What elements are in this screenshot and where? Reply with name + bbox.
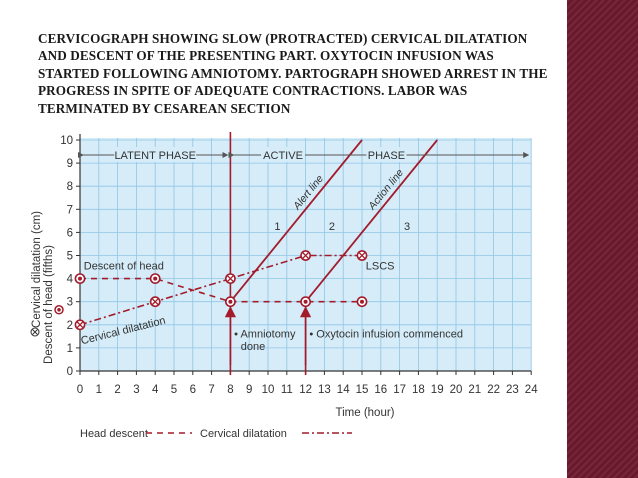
cervical-dilatation-point-cross	[151, 298, 159, 305]
head-descent-point-center	[303, 299, 308, 304]
y-tick-label: 6	[67, 227, 73, 239]
active-label: ACTIVE	[263, 150, 303, 162]
alert-line	[229, 139, 363, 303]
descent-of-head-label: Descent of head	[84, 260, 164, 272]
amniotomy-label-2: done	[241, 341, 265, 353]
y-axis-label-inner: Cervical dilatation (cm)	[31, 211, 43, 328]
x-tick-label: 1	[96, 384, 102, 396]
x-tick-label: 6	[190, 384, 196, 396]
x-tick-label: 3	[133, 384, 139, 396]
x-tick-label: 17	[393, 384, 406, 396]
x-tick-label: 24	[525, 384, 538, 396]
action-line	[304, 139, 438, 303]
x-tick-label: 15	[356, 384, 369, 396]
y-tick-label: 10	[60, 135, 73, 147]
x-tick-label: 13	[318, 384, 331, 396]
slide-title: CERVICOGRAPH SHOWING SLOW (PROTRACTED) C…	[38, 31, 548, 116]
y-tick-label: 2	[67, 320, 73, 332]
head-descent-point-center	[153, 276, 158, 281]
phase-label-bg	[366, 147, 407, 162]
x-tick-label: 20	[450, 384, 463, 396]
y-tick-label: 1	[67, 343, 73, 355]
legend-label-cervical-dilatation: Cervical dilatation	[200, 428, 287, 440]
oxytocin-label: • Oxytocin infusion commenced	[309, 329, 463, 341]
latent-phase-label-bg	[114, 147, 197, 162]
x-axis-label: Time (hour)	[336, 407, 395, 419]
y-tick-label: 9	[67, 158, 73, 170]
y-tick-label: 3	[67, 297, 73, 309]
latent-phase-label: LATENT PHASE	[114, 150, 196, 162]
cervical-dilatation-point-cross	[76, 321, 84, 329]
axis-marker-descent-center	[57, 307, 61, 312]
head-descent-point-center	[78, 276, 82, 281]
x-tick-label: 19	[431, 384, 444, 396]
y-axis-label-marker-cross	[32, 329, 38, 335]
zone-label-3: 3	[404, 221, 410, 233]
y-tick-label: 4	[67, 274, 74, 286]
x-tick-label: 14	[337, 384, 350, 396]
zone-label-1: 1	[274, 221, 280, 233]
x-tick-label: 7	[208, 384, 214, 396]
y-axis-label-marker	[30, 327, 40, 337]
y-tick-label: 8	[67, 181, 73, 193]
phase-label: PHASE	[368, 150, 405, 162]
legend-label-head-descent: Head descent	[80, 428, 148, 440]
x-tick-label: 21	[468, 384, 481, 396]
cervical-dilatation-point-cross	[227, 275, 234, 282]
x-tick-label: 0	[77, 384, 83, 396]
cervical-dilatation-point-cross	[358, 252, 366, 259]
x-tick-label: 8	[227, 384, 233, 396]
x-tick-label: 9	[246, 384, 252, 396]
head-descent-point-center	[228, 299, 233, 304]
zone-label-2: 2	[329, 221, 335, 233]
x-tick-label: 23	[506, 384, 519, 396]
x-tick-label: 22	[487, 384, 500, 396]
head-descent-point-center	[360, 299, 364, 304]
x-tick-label: 11	[281, 384, 293, 396]
cervical-dilatation-point-cross	[302, 252, 309, 259]
amniotomy-label-1: • Amniotomy	[234, 329, 296, 341]
cervicograph-chart: 0 1 2 3 4 5 6 7 8 9 10 11 12 13 14 15 16 17 18 19 20 21 22 23 24…	[30, 132, 538, 440]
lscs-label: LSCS	[366, 260, 395, 272]
x-tick-label: 12	[299, 384, 312, 396]
slide-sidebar-decoration	[567, 0, 638, 478]
y-tick-label: 7	[67, 204, 73, 216]
y-axis-label-outer: Descent of head (fifths)	[43, 245, 55, 364]
y-tick-label: 0	[67, 366, 73, 378]
x-tick-label: 16	[374, 384, 387, 396]
head-descent-line	[80, 277, 362, 303]
y-tick-label: 5	[67, 251, 73, 263]
x-tick-label: 5	[171, 384, 177, 396]
x-tick-label: 4	[152, 384, 159, 396]
x-tick-label: 10	[262, 384, 275, 396]
x-tick-label: 18	[412, 384, 425, 396]
active-label-bg	[261, 147, 306, 162]
x-tick-label: 2	[114, 384, 120, 396]
